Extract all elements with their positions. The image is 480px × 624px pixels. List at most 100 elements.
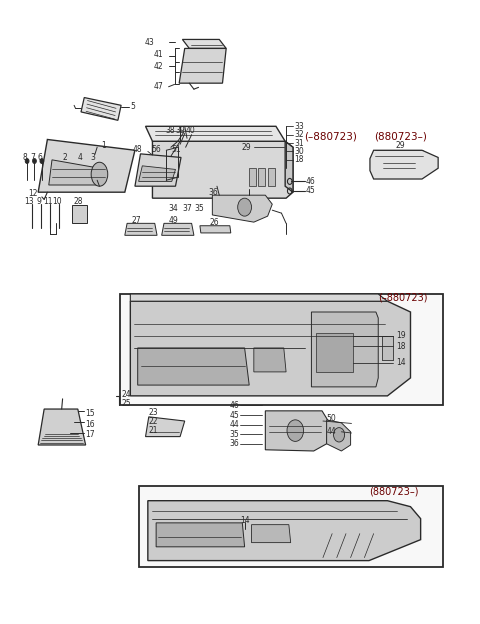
Text: 25: 25	[121, 399, 131, 407]
Text: 14: 14	[396, 358, 406, 368]
Text: 27: 27	[132, 216, 141, 225]
Text: 12: 12	[28, 189, 37, 198]
Bar	[139, 485, 443, 567]
Polygon shape	[179, 49, 226, 83]
Text: 46: 46	[229, 401, 239, 410]
Text: (–880723): (–880723)	[304, 132, 358, 142]
Text: 48: 48	[133, 145, 143, 154]
Text: 51: 51	[172, 145, 181, 154]
Text: 23: 23	[149, 408, 158, 417]
Text: 28: 28	[73, 197, 83, 207]
Text: 38: 38	[165, 126, 175, 135]
Text: 49: 49	[168, 216, 178, 225]
Text: 5: 5	[131, 102, 136, 111]
Polygon shape	[265, 411, 327, 451]
Ellipse shape	[238, 198, 252, 216]
Text: 3: 3	[90, 153, 95, 162]
Text: 29: 29	[396, 141, 405, 150]
Text: 13: 13	[24, 197, 34, 207]
Ellipse shape	[287, 420, 303, 441]
Text: 37: 37	[182, 205, 192, 213]
Polygon shape	[200, 226, 231, 233]
Text: 9: 9	[36, 197, 41, 207]
Polygon shape	[254, 348, 286, 372]
Text: 26: 26	[210, 218, 219, 227]
Polygon shape	[145, 126, 285, 141]
Text: 2: 2	[62, 153, 67, 162]
Polygon shape	[153, 141, 293, 198]
Polygon shape	[285, 141, 293, 192]
Text: 44: 44	[229, 420, 239, 429]
Text: 6: 6	[37, 153, 42, 162]
Polygon shape	[81, 97, 121, 120]
Polygon shape	[131, 301, 410, 396]
Text: 45: 45	[306, 187, 316, 195]
Text: 4: 4	[78, 153, 83, 162]
Bar	[249, 168, 256, 186]
Polygon shape	[326, 420, 350, 451]
Ellipse shape	[40, 158, 44, 163]
Bar	[258, 168, 265, 186]
Polygon shape	[148, 500, 420, 560]
Text: 21: 21	[149, 426, 158, 434]
Text: 36: 36	[229, 439, 239, 448]
Polygon shape	[212, 195, 272, 222]
Text: 29: 29	[242, 143, 252, 152]
Text: 16: 16	[85, 419, 95, 429]
Polygon shape	[38, 140, 135, 192]
Polygon shape	[135, 154, 181, 186]
Ellipse shape	[334, 427, 345, 442]
Text: 18: 18	[294, 155, 304, 164]
Polygon shape	[370, 150, 438, 179]
Text: 44: 44	[326, 427, 336, 436]
Polygon shape	[182, 39, 226, 49]
Polygon shape	[138, 348, 249, 385]
Polygon shape	[156, 523, 245, 547]
Text: 36: 36	[209, 188, 218, 197]
Text: 41: 41	[154, 50, 163, 59]
Polygon shape	[139, 166, 176, 182]
Text: 46: 46	[306, 177, 316, 186]
Text: 19: 19	[396, 331, 406, 341]
Bar	[316, 333, 353, 372]
Text: 7: 7	[30, 153, 35, 162]
Text: 14: 14	[240, 516, 250, 525]
Ellipse shape	[172, 143, 179, 152]
Polygon shape	[312, 312, 378, 387]
Text: 34: 34	[168, 205, 179, 213]
Bar	[382, 336, 394, 360]
Polygon shape	[38, 409, 85, 445]
Text: (880723–): (880723–)	[373, 132, 427, 142]
Text: 1: 1	[102, 141, 107, 150]
Text: 11: 11	[43, 197, 53, 207]
Bar	[382, 336, 394, 360]
Text: 43: 43	[145, 38, 155, 47]
Text: 31: 31	[294, 139, 304, 147]
Polygon shape	[49, 160, 107, 185]
Polygon shape	[252, 525, 291, 543]
Text: 35: 35	[195, 205, 204, 213]
Text: 40: 40	[186, 126, 195, 135]
Text: 17: 17	[85, 431, 95, 439]
Text: 32: 32	[294, 130, 304, 139]
Text: 50: 50	[326, 414, 336, 423]
Ellipse shape	[25, 158, 29, 163]
Bar	[268, 168, 275, 186]
Text: 30: 30	[294, 147, 304, 156]
Text: 24: 24	[121, 390, 131, 399]
Text: 8: 8	[23, 153, 28, 162]
Polygon shape	[131, 294, 387, 301]
Ellipse shape	[33, 158, 36, 163]
Text: 33: 33	[294, 122, 304, 131]
Text: 10: 10	[52, 197, 62, 207]
Text: 42: 42	[154, 62, 163, 71]
Text: 56: 56	[152, 145, 161, 154]
Text: 15: 15	[85, 409, 95, 418]
Polygon shape	[125, 223, 157, 235]
Text: 35: 35	[229, 430, 239, 439]
Bar	[72, 205, 86, 223]
Text: (880723–): (880723–)	[369, 487, 419, 497]
Text: 18: 18	[396, 342, 406, 351]
Text: 39: 39	[176, 126, 185, 135]
Polygon shape	[145, 417, 185, 437]
